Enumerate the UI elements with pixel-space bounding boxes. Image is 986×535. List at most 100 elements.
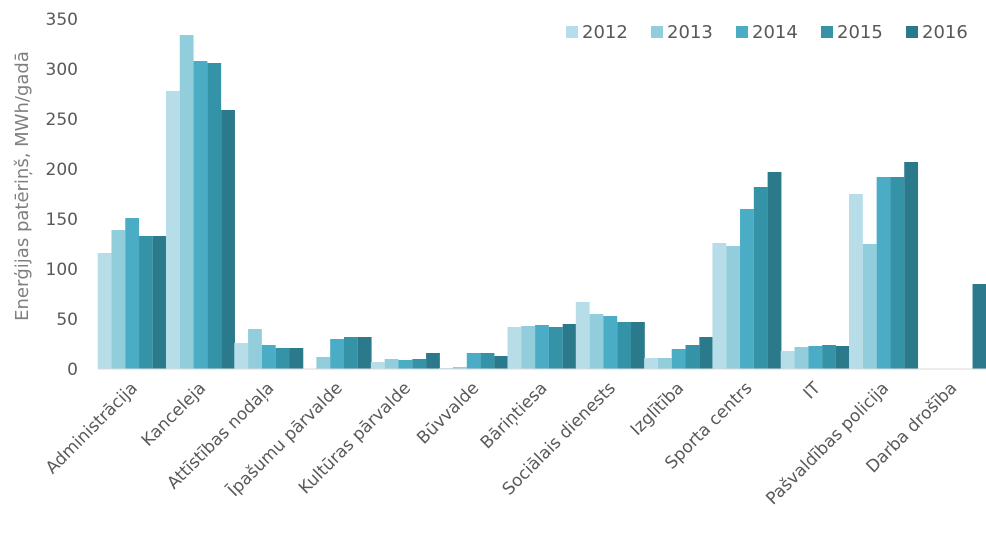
bar <box>685 345 700 369</box>
bar-group <box>165 35 235 369</box>
bar-group <box>712 172 782 369</box>
y-axis-title: Enerģijas patēriņš, MWh/gadā <box>12 51 33 321</box>
bar <box>808 346 823 369</box>
x-tick-label: Administrācija <box>42 378 142 478</box>
y-tick-label: 200 <box>46 160 78 180</box>
x-tick-label: IT <box>800 378 825 403</box>
bar <box>289 348 304 369</box>
y-tick-label: 250 <box>46 110 78 130</box>
bar <box>139 236 153 369</box>
bar-group <box>644 337 714 369</box>
bar <box>507 327 522 369</box>
legend-swatch <box>821 26 833 38</box>
bar <box>644 358 658 369</box>
bar <box>152 236 167 369</box>
y-tick-label: 300 <box>46 60 78 80</box>
bar-group <box>849 162 919 369</box>
bar <box>862 244 877 369</box>
bar <box>535 325 549 369</box>
y-axis: 0 50 100 150 200 250 300 350 <box>46 10 78 380</box>
legend-swatch <box>566 26 578 38</box>
bar <box>426 353 440 369</box>
legend-label: 2014 <box>752 22 798 43</box>
bar <box>767 172 782 369</box>
bar <box>125 218 140 369</box>
bar <box>193 61 208 369</box>
bar <box>780 351 795 369</box>
x-tick-label: Īpašumu pārvalde <box>223 377 347 501</box>
bar <box>822 345 836 369</box>
bar <box>726 246 741 369</box>
bar <box>494 356 509 369</box>
bar <box>384 359 399 369</box>
bar <box>207 63 222 369</box>
y-tick-label: 350 <box>46 10 78 30</box>
bar <box>740 209 754 369</box>
bar <box>370 362 385 369</box>
bar <box>753 187 768 369</box>
bar <box>248 329 262 369</box>
bar-group <box>972 284 986 369</box>
bar <box>466 353 481 369</box>
bar-group <box>370 353 440 369</box>
x-tick-label: Kultūras pārvalde <box>295 378 415 498</box>
bar-group <box>780 345 850 369</box>
bar <box>275 348 290 369</box>
bar <box>631 322 645 369</box>
bar <box>657 358 672 369</box>
legend-label: 2015 <box>837 22 883 43</box>
bar <box>603 316 618 369</box>
bar <box>261 345 276 369</box>
x-tick-label: Kanceleja <box>138 378 210 450</box>
y-tick-label: 100 <box>46 260 78 280</box>
x-tick-label: Bāriņtiesa <box>477 378 552 453</box>
bar <box>575 302 590 369</box>
x-tick-label: Izglītība <box>627 378 688 439</box>
bar <box>712 243 727 369</box>
bar <box>671 349 686 369</box>
bar <box>452 367 467 369</box>
bar <box>849 194 863 369</box>
bar <box>699 337 714 369</box>
legend-swatch <box>736 26 748 38</box>
bar <box>548 327 563 369</box>
y-tick-label: 150 <box>46 210 78 230</box>
bar-group <box>439 353 509 369</box>
x-tick-label: Sociālais dienests <box>499 378 620 499</box>
bar <box>589 314 604 369</box>
bar <box>890 177 905 369</box>
bar-group <box>97 218 167 369</box>
bar <box>221 110 235 369</box>
bar-group <box>316 337 372 369</box>
bar <box>165 91 180 369</box>
x-tick-label: Pašvaldības policija <box>762 378 893 509</box>
bar <box>794 347 809 369</box>
bar <box>876 177 891 369</box>
bar <box>480 353 495 369</box>
bar <box>343 337 358 369</box>
bar <box>97 253 112 369</box>
bar <box>357 337 372 369</box>
bar <box>617 322 632 369</box>
legend-label: 2012 <box>582 22 628 43</box>
bar <box>330 339 344 369</box>
legend-swatch <box>651 26 663 38</box>
legend-label: 2016 <box>922 22 968 43</box>
bar <box>316 357 331 369</box>
bar <box>521 326 536 369</box>
y-tick-label: 50 <box>56 310 78 330</box>
legend: 2012 2013 2014 2015 2016 <box>566 22 968 43</box>
bar <box>179 35 194 369</box>
bar <box>972 284 986 369</box>
bar <box>562 324 577 369</box>
bar <box>412 359 427 369</box>
bar-group <box>507 324 577 369</box>
bar <box>835 346 850 369</box>
legend-label: 2013 <box>667 22 713 43</box>
y-tick-label: 0 <box>67 360 78 380</box>
bar <box>234 343 249 369</box>
bar-group <box>575 302 645 369</box>
bar <box>398 360 413 369</box>
